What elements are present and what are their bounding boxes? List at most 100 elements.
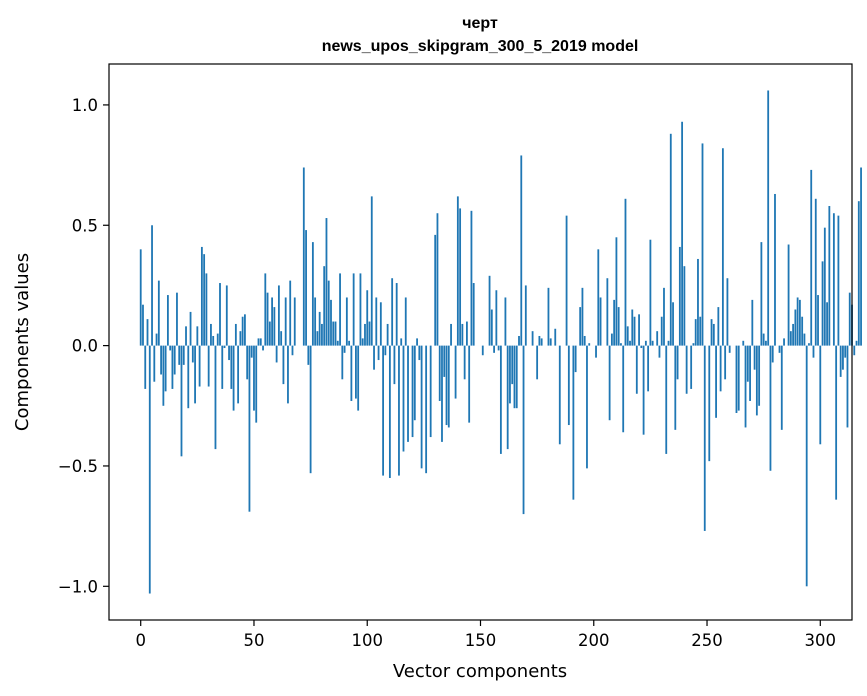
bar-component-143 xyxy=(463,345,466,380)
bar-component-116 xyxy=(402,345,405,452)
bar-component-258 xyxy=(724,345,727,380)
bar-component-108 xyxy=(384,345,387,356)
bar-component-192 xyxy=(574,345,577,373)
bar-component-198 xyxy=(588,343,591,346)
bar-component-166 xyxy=(515,345,518,409)
bar-component-43 xyxy=(237,345,240,404)
bar-component-181 xyxy=(549,338,552,346)
bar-component-264 xyxy=(737,345,740,411)
bar-component-293 xyxy=(803,333,806,346)
bar-component-121 xyxy=(413,345,416,421)
bar-component-33 xyxy=(214,345,217,450)
bar-component-263 xyxy=(735,345,738,413)
bar-component-4 xyxy=(148,345,151,594)
bar-component-5 xyxy=(151,225,153,346)
bar-component-185 xyxy=(558,345,561,445)
bar-component-11 xyxy=(164,345,167,392)
bar-component-244 xyxy=(692,343,695,346)
bar-component-47 xyxy=(246,345,249,380)
bar-component-124 xyxy=(420,345,423,469)
bar-component-24 xyxy=(194,345,196,404)
bar-component-226 xyxy=(651,340,654,346)
bar-component-137 xyxy=(450,323,452,346)
y-tick-label: −0.5 xyxy=(58,457,98,476)
bar-component-73 xyxy=(305,230,307,346)
bar-component-88 xyxy=(339,273,341,346)
bar-component-20 xyxy=(185,326,187,346)
bar-component-36 xyxy=(221,345,224,389)
bar-component-18 xyxy=(180,345,183,457)
bar-component-83 xyxy=(327,280,330,346)
bar-component-169 xyxy=(522,345,525,515)
bar-component-159 xyxy=(499,345,502,454)
bar-component-54 xyxy=(262,345,264,351)
bar-component-278 xyxy=(769,345,772,471)
bar-component-289 xyxy=(794,309,797,346)
bar-component-105 xyxy=(377,345,380,361)
bar-component-216 xyxy=(629,340,631,346)
bar-component-55 xyxy=(264,273,267,346)
bar-component-292 xyxy=(801,316,804,346)
bar-component-63 xyxy=(282,345,285,385)
bar-component-112 xyxy=(393,345,396,385)
bar-component-21 xyxy=(187,345,190,409)
x-tick-label: 200 xyxy=(578,631,610,650)
bar-component-243 xyxy=(690,345,693,389)
bar-component-86 xyxy=(334,321,337,346)
bar-component-0 xyxy=(139,249,142,346)
bar-component-291 xyxy=(798,299,801,346)
chart-title-line-2: news_upos_skipgram_300_5_2019 model xyxy=(322,38,639,55)
y-tick-label: −1.0 xyxy=(58,577,98,596)
bar-component-165 xyxy=(513,345,516,409)
bar-component-87 xyxy=(336,340,339,346)
bar-component-115 xyxy=(400,338,403,346)
y-tick-label: 1.0 xyxy=(72,96,98,115)
bar-component-173 xyxy=(531,331,534,346)
bar-component-19 xyxy=(182,345,185,365)
bar-component-13 xyxy=(169,345,172,351)
bar-component-231 xyxy=(663,287,665,346)
bar-component-59 xyxy=(273,307,276,346)
bar-component-195 xyxy=(581,287,584,346)
bar-component-260 xyxy=(728,345,731,353)
bar-component-274 xyxy=(760,242,763,346)
bar-component-39 xyxy=(228,345,230,361)
bar-component-304 xyxy=(828,206,831,346)
bar-component-210 xyxy=(615,237,618,346)
bar-component-7 xyxy=(155,333,158,346)
bar-component-252 xyxy=(710,319,713,346)
bar-component-45 xyxy=(241,316,244,346)
bar-component-130 xyxy=(434,234,437,346)
bar-component-236 xyxy=(674,345,677,430)
bar-component-272 xyxy=(755,345,758,416)
bar-component-29 xyxy=(205,273,208,346)
bar-component-224 xyxy=(647,345,650,392)
bar-component-109 xyxy=(386,323,389,346)
bar-component-167 xyxy=(518,335,520,346)
bar-component-212 xyxy=(620,343,622,346)
bar-component-60 xyxy=(275,345,278,363)
bar-component-202 xyxy=(597,249,600,346)
bar-component-123 xyxy=(418,345,421,361)
bar-component-251 xyxy=(708,345,711,462)
bar-component-135 xyxy=(445,345,448,426)
bar-component-290 xyxy=(796,297,799,346)
bar-component-147 xyxy=(472,283,475,346)
bar-component-294 xyxy=(805,345,808,587)
bar-component-245 xyxy=(694,319,697,346)
bar-component-51 xyxy=(255,345,258,423)
bar-component-102 xyxy=(370,196,373,346)
bar-component-79 xyxy=(318,311,321,346)
y-tick-label: 0.0 xyxy=(72,337,98,356)
bar-component-269 xyxy=(749,345,751,401)
y-axis-label: Components values xyxy=(12,253,33,431)
bar-component-58 xyxy=(271,297,273,346)
bar-component-132 xyxy=(438,345,441,401)
bar-component-103 xyxy=(373,345,375,370)
bar-component-287 xyxy=(789,331,792,346)
bar-component-238 xyxy=(678,246,681,346)
bar-component-316 xyxy=(855,340,858,346)
bar-component-64 xyxy=(284,297,287,346)
bar-component-53 xyxy=(259,338,262,346)
bar-component-267 xyxy=(744,345,747,428)
